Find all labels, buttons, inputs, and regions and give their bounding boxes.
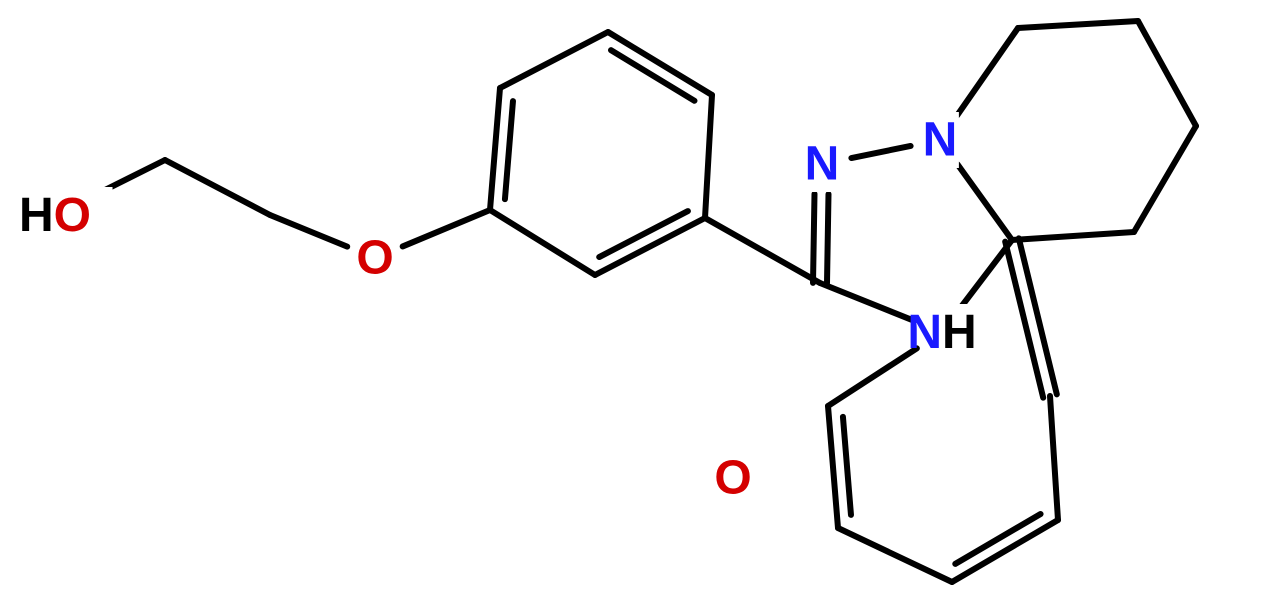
atom-label-N2: N bbox=[923, 114, 958, 167]
atom-label-N3: NH bbox=[907, 306, 976, 359]
molecule-canvas: HO O N N NH O bbox=[0, 0, 1273, 601]
atom-label-O2: O bbox=[356, 232, 393, 285]
atom-label-O3: O bbox=[714, 452, 751, 505]
atom-label-N1: N bbox=[805, 138, 840, 191]
atom-label-O1: HO bbox=[19, 189, 91, 242]
